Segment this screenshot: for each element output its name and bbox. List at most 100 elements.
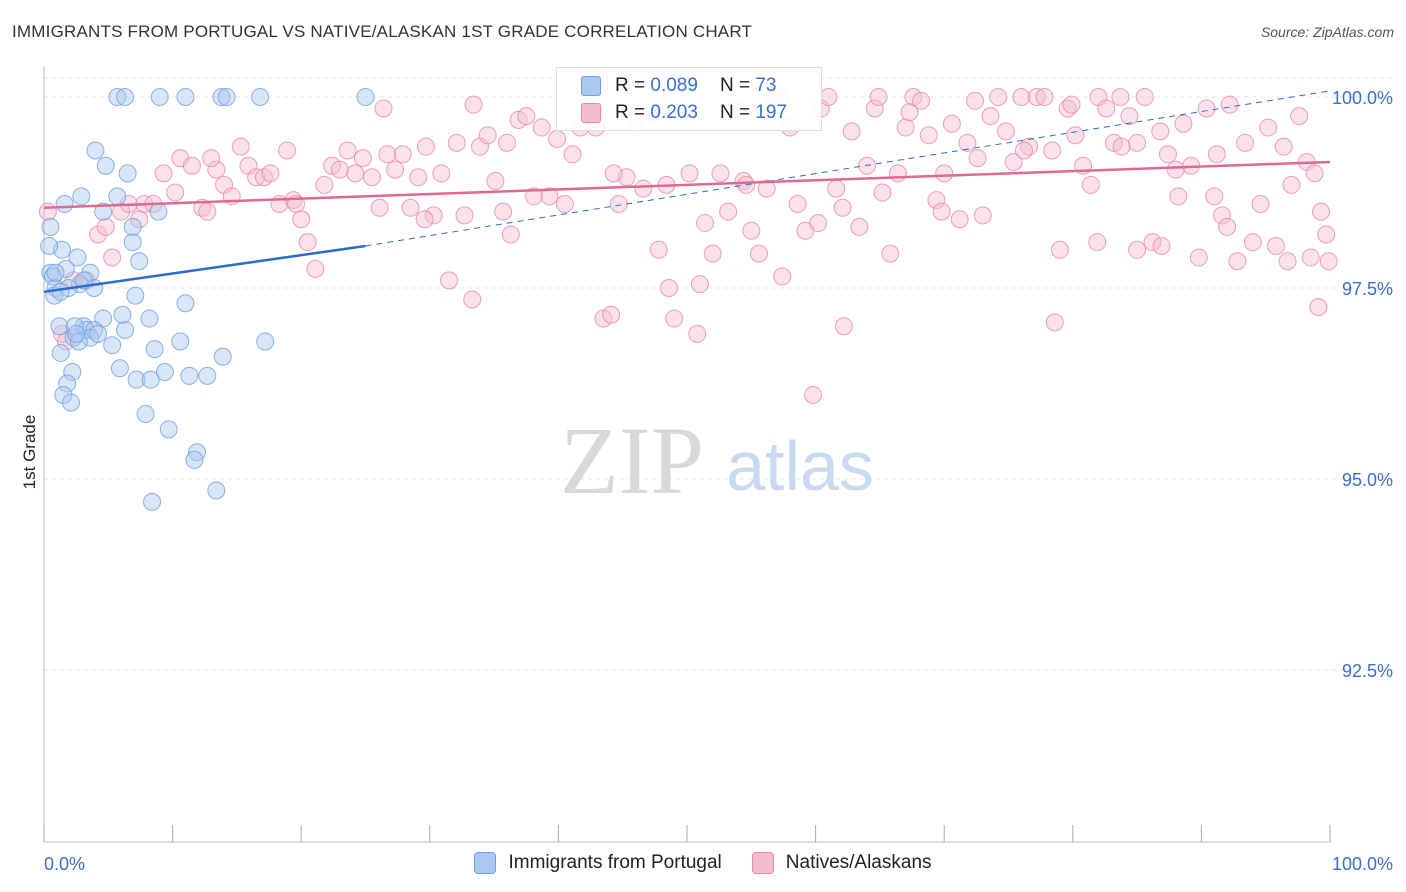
data-point-natives: [1259, 118, 1278, 137]
data-point-portugal: [96, 156, 115, 175]
data-point-portugal: [185, 450, 204, 469]
data-point-natives: [1166, 160, 1185, 179]
data-point-natives: [1128, 240, 1147, 259]
x-tick-label: 0.0%: [44, 854, 85, 874]
data-point-portugal: [51, 282, 70, 301]
bottom-legend-swatch-pink: [751, 852, 774, 874]
data-point-natives: [1143, 233, 1162, 252]
data-point-natives: [834, 317, 853, 336]
data-point-portugal: [140, 309, 159, 328]
legend-r-label-1: R =: [615, 75, 646, 96]
data-point-portugal: [113, 305, 132, 324]
data-point-portugal: [171, 332, 190, 351]
data-point-natives: [1027, 88, 1046, 106]
data-point-portugal: [116, 321, 135, 340]
data-point-natives: [919, 126, 938, 145]
data-point-natives: [1220, 95, 1239, 114]
data-point-portugal: [51, 343, 70, 362]
trend-line-natives: [43, 160, 1331, 210]
data-point-natives: [696, 214, 715, 233]
data-point-natives: [540, 187, 559, 206]
data-point-natives: [494, 202, 513, 221]
data-point-portugal: [89, 324, 108, 343]
data-point-portugal: [143, 492, 162, 511]
data-point-natives: [198, 202, 217, 221]
data-point-portugal: [198, 366, 217, 385]
data-point-natives: [1251, 194, 1270, 213]
data-point-portugal: [108, 88, 127, 106]
data-point-natives: [202, 149, 221, 168]
data-point-natives: [680, 164, 699, 183]
data-point-portugal: [356, 88, 375, 106]
data-point-natives: [1228, 252, 1247, 271]
data-point-natives: [604, 164, 623, 183]
data-point-natives: [804, 385, 823, 404]
data-point-natives: [981, 107, 1000, 126]
data-point-natives: [1205, 187, 1224, 206]
data-point-natives: [1088, 233, 1107, 252]
data-point-portugal: [67, 324, 86, 343]
y-tick-label: 100.0%: [1332, 88, 1393, 108]
legend-swatch-pink: [581, 103, 601, 123]
data-point-natives: [370, 198, 389, 217]
data-point-portugal: [126, 286, 145, 305]
data-point-natives: [154, 164, 173, 183]
data-point-natives: [1212, 206, 1231, 225]
data-point-portugal: [141, 370, 160, 389]
data-point-natives: [1282, 175, 1301, 194]
data-point-portugal: [145, 340, 164, 359]
data-point-natives: [1243, 233, 1262, 252]
data-point-natives: [1014, 141, 1033, 160]
data-point-natives: [711, 164, 730, 183]
data-point-portugal: [123, 217, 142, 236]
data-point-natives: [1066, 126, 1085, 145]
data-point-portugal: [55, 194, 74, 213]
legend-r-value-1: 0.089: [650, 75, 698, 96]
watermark: ZIP atlas: [560, 407, 874, 514]
data-point-natives: [315, 175, 334, 194]
data-point-natives: [869, 88, 888, 106]
data-point-portugal: [54, 385, 73, 404]
data-point-natives: [548, 130, 567, 149]
data-point-portugal: [213, 347, 232, 366]
data-point-natives: [966, 91, 985, 110]
data-point-natives: [881, 244, 900, 263]
data-point-natives: [996, 122, 1015, 141]
data-point-natives: [609, 194, 628, 213]
data-point-portugal: [108, 187, 127, 206]
data-point-portugal: [81, 263, 100, 282]
data-point-natives: [1317, 225, 1336, 244]
data-point-natives: [1197, 99, 1216, 118]
data-point-natives: [833, 198, 852, 217]
data-point-natives: [850, 217, 869, 236]
data-point-natives: [338, 141, 357, 160]
data-point-natives: [865, 99, 884, 118]
bottom-legend-natives[interactable]: Natives/Alaskans: [751, 852, 932, 874]
data-point-portugal: [256, 332, 275, 351]
data-point-natives: [719, 202, 738, 221]
data-point-natives: [602, 305, 621, 324]
data-point-natives: [261, 164, 280, 183]
data-point-natives: [386, 160, 405, 179]
data-point-portugal: [136, 405, 155, 424]
data-point-natives: [1111, 88, 1130, 106]
x-tick-label: 100.0%: [1332, 854, 1393, 874]
chart-title: IMMIGRANTS FROM PORTUGAL VS NATIVE/ALASK…: [12, 22, 753, 41]
data-point-natives: [517, 107, 536, 126]
data-point-natives: [374, 99, 393, 118]
data-point-natives: [1174, 114, 1193, 133]
data-point-natives: [1135, 88, 1154, 106]
data-point-natives: [1311, 202, 1330, 221]
data-point-natives: [278, 141, 297, 160]
y-tick-label: 95.0%: [1342, 470, 1393, 490]
bottom-legend-portugal[interactable]: Immigrants from Portugal: [474, 852, 722, 874]
legend-swatch-blue: [581, 76, 601, 96]
trend-lines: [43, 90, 1331, 294]
data-point-natives: [1218, 217, 1237, 236]
data-point-portugal: [72, 187, 91, 206]
data-point-natives: [455, 206, 474, 225]
bottom-legend-swatch-blue: [474, 852, 497, 874]
data-point-natives: [1120, 107, 1139, 126]
data-point-portugal: [217, 88, 236, 106]
data-point-portugal: [110, 359, 129, 378]
